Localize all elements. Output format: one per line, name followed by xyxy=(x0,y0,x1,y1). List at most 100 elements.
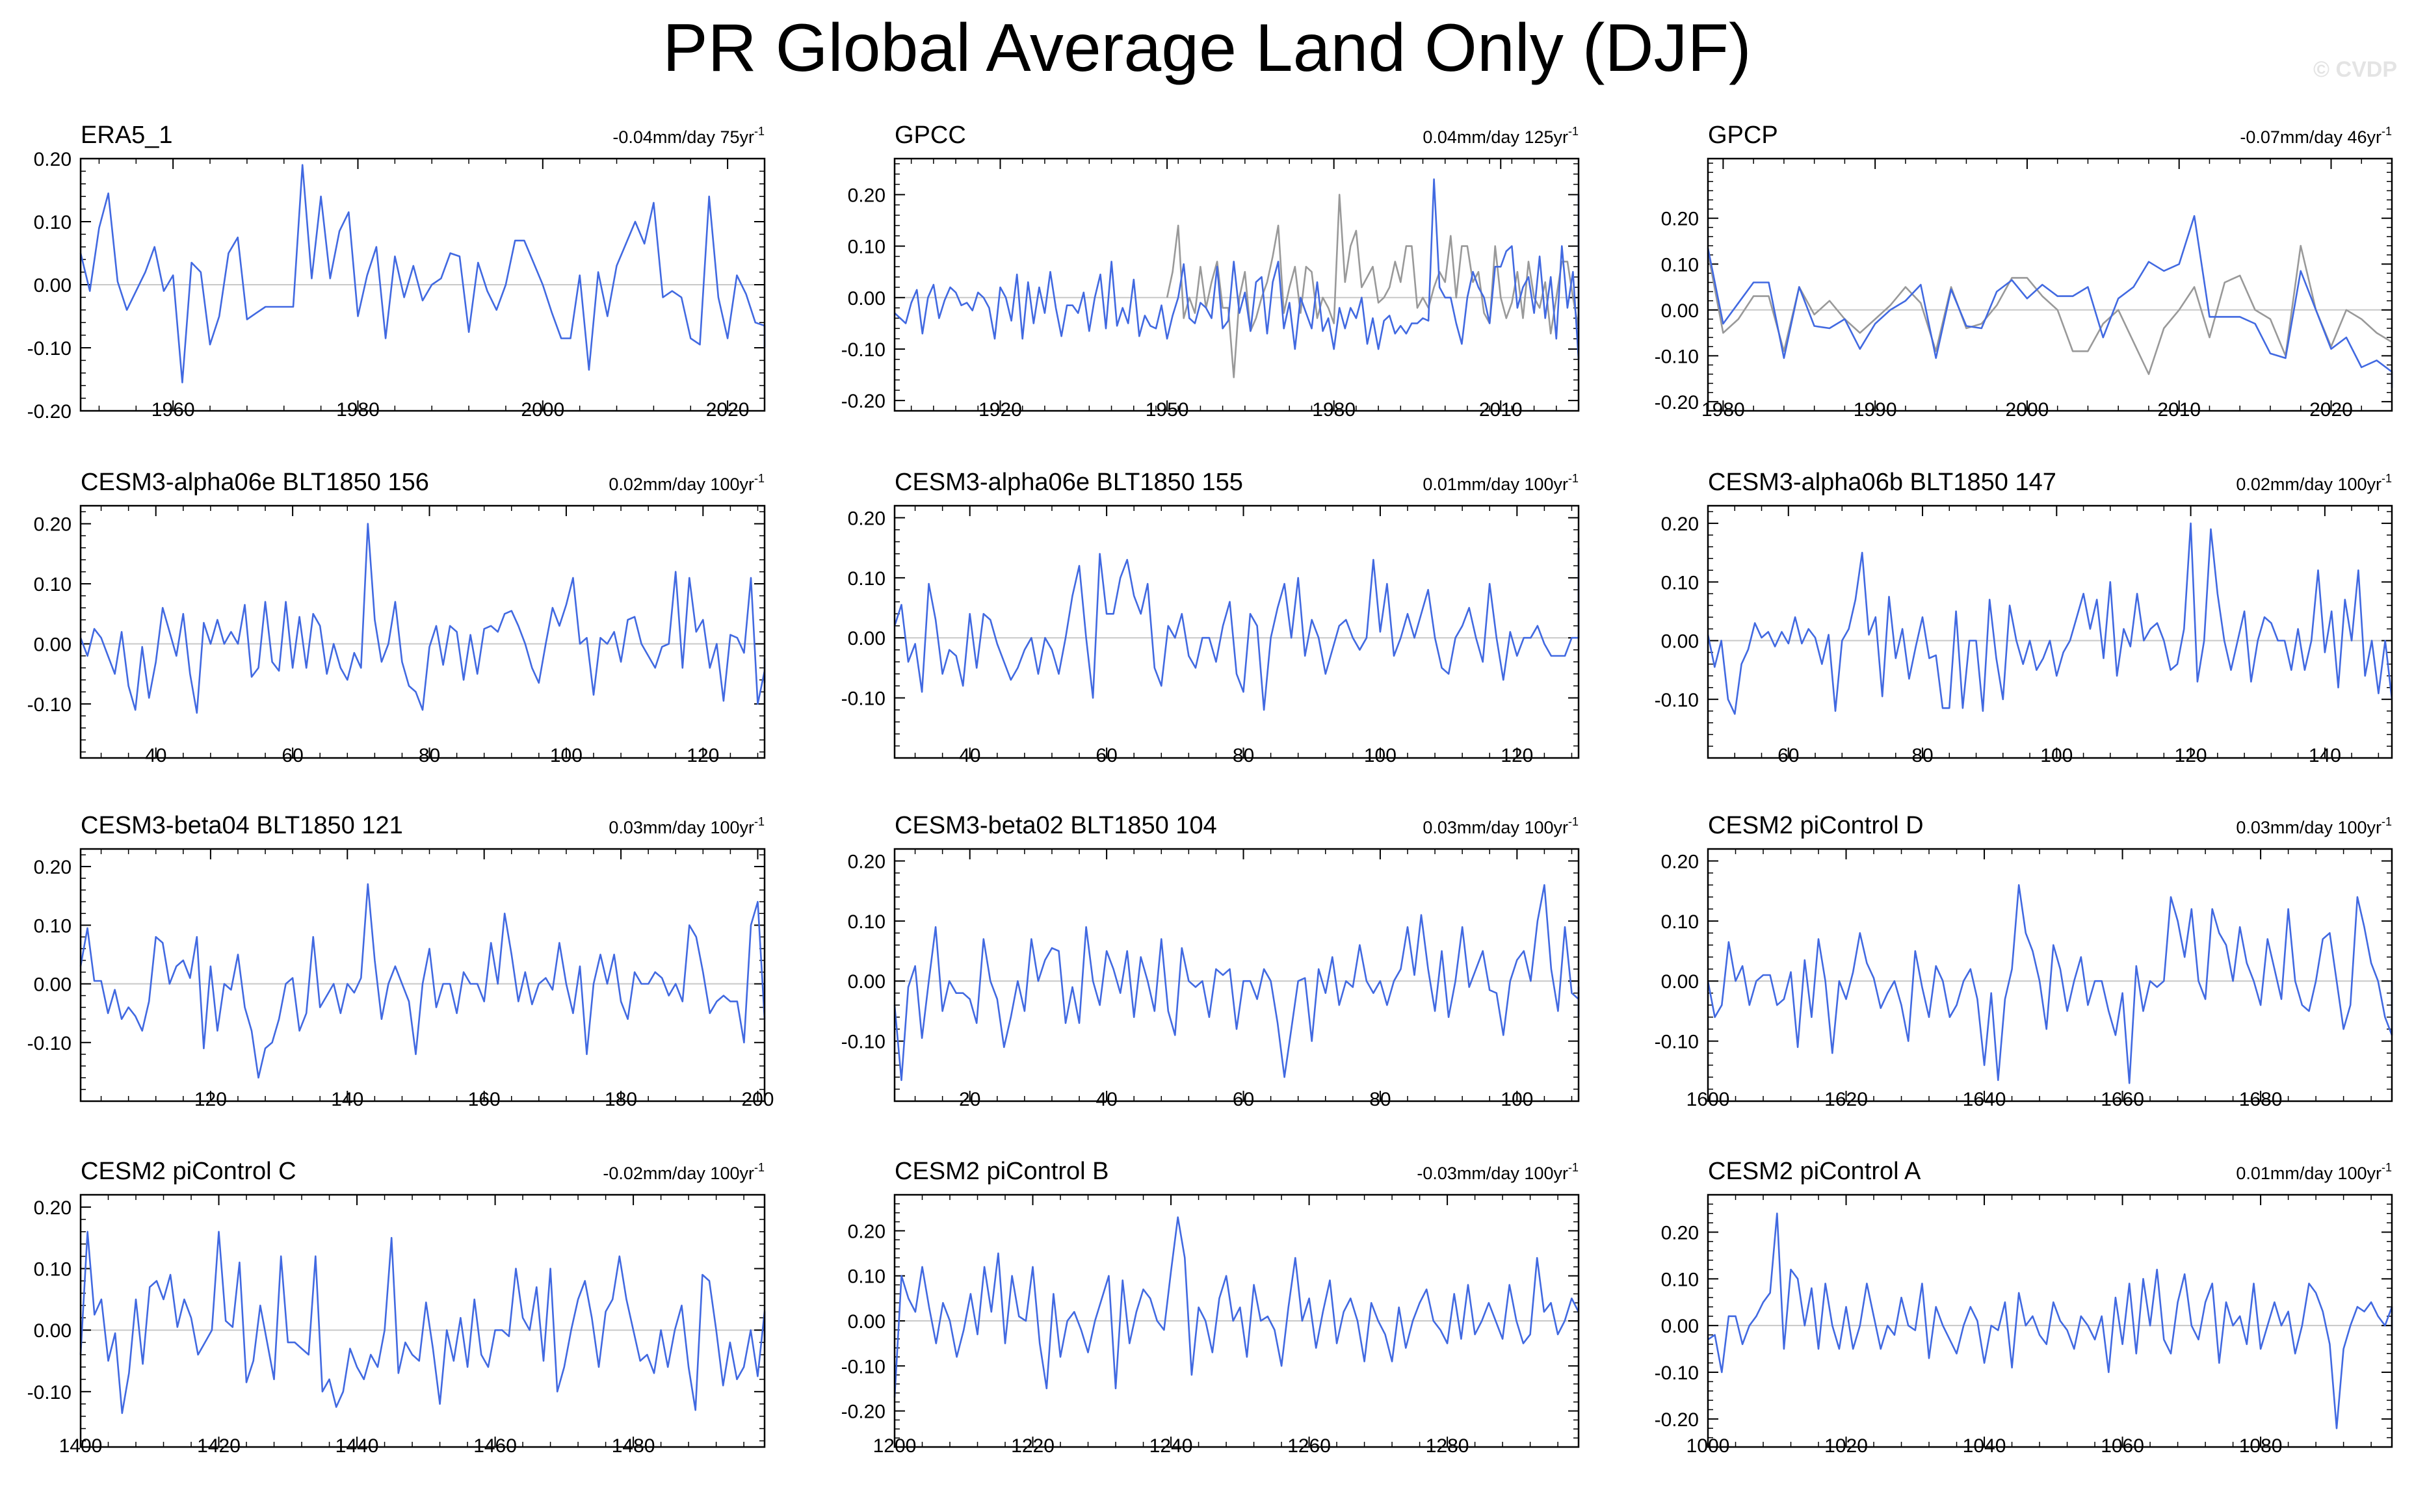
trend-value: -0.07mm/day 46yr xyxy=(2240,127,2381,147)
panel-4: CESM3-alpha06e BLT1850 156 0.02mm/day 100… xyxy=(27,469,766,766)
x-tick-label: 1480 xyxy=(612,1435,655,1457)
panel-frame xyxy=(79,157,766,412)
panel-6: CESM3-alpha06b BLT1850 147 0.02mm/day 100… xyxy=(1655,469,2393,766)
trend-value: 0.04mm/day 125yr xyxy=(1423,127,1568,147)
x-tick-label: 1920 xyxy=(978,399,1022,421)
x-tick-label: 180 xyxy=(605,1089,637,1110)
x-tick-label: 60 xyxy=(1778,745,1799,766)
x-tick-label: 60 xyxy=(282,745,303,766)
trend-exponent: -1 xyxy=(1568,125,1579,138)
trend-exponent: -1 xyxy=(754,472,765,485)
panel-frame xyxy=(1707,157,2393,412)
y-tick-label: 0.10 xyxy=(34,1259,72,1281)
trend-exponent: -1 xyxy=(754,1161,765,1174)
y-tick-label: -0.20 xyxy=(1655,1409,1699,1431)
x-tick-label: 2000 xyxy=(521,399,564,421)
y-tick-label: 0.10 xyxy=(34,212,72,233)
x-tick-label: 2010 xyxy=(2157,399,2201,421)
trend-label: -0.03mm/day 100yr-1 xyxy=(1417,1161,1579,1183)
panel-title: CESM3-alpha06e BLT1850 155 xyxy=(895,469,1243,496)
y-tick-label: -0.10 xyxy=(841,1356,886,1377)
y-tick-label: -0.20 xyxy=(841,391,886,412)
x-tick-label: 1020 xyxy=(1824,1435,1868,1457)
panel-frame xyxy=(893,504,1580,759)
y-tick-label: 0.20 xyxy=(848,508,886,529)
y-tick-label: -0.10 xyxy=(841,1032,886,1053)
panel-title: CESM2 piControl A xyxy=(1708,1158,1921,1185)
x-tick-label: 120 xyxy=(687,745,719,766)
y-tick-label: 0.20 xyxy=(34,857,72,878)
trend-value: 0.03mm/day 100yr xyxy=(609,818,754,837)
x-tick-label: 1260 xyxy=(1287,1435,1331,1457)
trend-label: 0.03mm/day 100yr-1 xyxy=(609,815,765,837)
y-tick-label: 0.10 xyxy=(34,574,72,595)
trend-label: -0.04mm/day 75yr-1 xyxy=(612,125,765,147)
panel-title: CESM3-beta04 BLT1850 121 xyxy=(81,812,403,839)
y-tick-label: 0.10 xyxy=(848,911,886,933)
y-tick-label: 0.10 xyxy=(1661,572,1699,593)
x-tick-label: 1960 xyxy=(151,399,195,421)
y-tick-label: -0.10 xyxy=(1655,1362,1699,1384)
y-tick-label: 0.20 xyxy=(34,149,72,170)
series-line-primary xyxy=(1707,1212,2393,1429)
panel-frame xyxy=(1707,848,2393,1102)
y-tick-label: 0.20 xyxy=(1661,209,1699,230)
series-line-primary xyxy=(79,1231,766,1414)
x-tick-label: 1220 xyxy=(1011,1435,1055,1457)
x-tick-label: 1980 xyxy=(1312,399,1356,421)
trend-label: 0.03mm/day 100yr-1 xyxy=(2236,815,2392,837)
panel-title: GPCP xyxy=(1708,122,1778,149)
panel-frame xyxy=(1707,504,2393,759)
trend-exponent: -1 xyxy=(2381,472,2392,485)
x-tick-label: 100 xyxy=(2040,745,2073,766)
panel-2: GPCC 0.04mm/day 125yr-1 -0.20 -0.10 0.00 0.10… xyxy=(841,122,1580,421)
x-tick-label: 1990 xyxy=(1854,399,1897,421)
series-line-secondary xyxy=(1166,194,1580,378)
x-tick-label: 1440 xyxy=(335,1435,379,1457)
y-tick-label: 0.00 xyxy=(848,288,886,309)
trend-value: 0.02mm/day 100yr xyxy=(609,475,754,494)
panel-3: GPCP -0.07mm/day 46yr-1 -0.20 -0.10 0.00 0.10… xyxy=(1655,122,2393,421)
trend-exponent: -1 xyxy=(2381,815,2392,828)
trend-label: 0.02mm/day 100yr-1 xyxy=(609,472,765,494)
panel-11: CESM2 piControl B -0.03mm/day 100yr-1 -0.2… xyxy=(841,1158,1580,1457)
trend-label: 0.01mm/day 100yr-1 xyxy=(1423,472,1579,494)
x-tick-label: 1080 xyxy=(2239,1435,2283,1457)
series-line-primary xyxy=(893,547,1580,711)
panel-9: CESM2 piControl D 0.03mm/day 100yr-1 -0.10… xyxy=(1655,812,2393,1110)
panel-7: CESM3-beta04 BLT1850 121 0.03mm/day 100yr… xyxy=(27,812,774,1110)
x-tick-label: 1240 xyxy=(1149,1435,1193,1457)
x-tick-label: 40 xyxy=(959,745,980,766)
y-tick-label: 0.00 xyxy=(848,1311,886,1333)
x-tick-label: 1680 xyxy=(2239,1089,2283,1110)
x-tick-label: 120 xyxy=(2175,745,2207,766)
x-tick-label: 80 xyxy=(419,745,440,766)
x-tick-label: 60 xyxy=(1233,1089,1254,1110)
panel-frame xyxy=(893,1193,1580,1448)
trend-value: 0.01mm/day 100yr xyxy=(2236,1164,2381,1183)
trend-value: 0.03mm/day 100yr xyxy=(1423,818,1568,837)
y-tick-label: -0.10 xyxy=(841,339,886,361)
x-tick-label: 1060 xyxy=(2101,1435,2144,1457)
y-tick-label: 0.00 xyxy=(1661,300,1699,322)
trend-exponent: -1 xyxy=(1568,1161,1579,1174)
x-tick-label: 80 xyxy=(1911,745,1933,766)
trend-value: -0.04mm/day 75yr xyxy=(612,127,754,147)
series-line-primary xyxy=(79,883,766,1079)
x-tick-label: 1040 xyxy=(1963,1435,2006,1457)
x-tick-label: 1660 xyxy=(2101,1089,2144,1110)
y-tick-label: 0.20 xyxy=(848,851,886,872)
y-tick-label: -0.20 xyxy=(1655,392,1699,413)
x-tick-label: 40 xyxy=(1095,1089,1117,1110)
y-tick-label: 0.00 xyxy=(1661,971,1699,993)
trend-value: -0.02mm/day 100yr xyxy=(603,1164,754,1183)
panel-12: CESM2 piControl A 0.01mm/day 100yr-1 -0.20… xyxy=(1655,1158,2393,1457)
trend-exponent: -1 xyxy=(754,125,765,138)
y-tick-label: -0.20 xyxy=(841,1401,886,1423)
y-tick-label: -0.10 xyxy=(27,1382,72,1403)
x-tick-label: 60 xyxy=(1095,745,1117,766)
panel-8: CESM3-beta02 BLT1850 104 0.03mm/day 100yr… xyxy=(841,812,1580,1110)
series-line-primary xyxy=(893,884,1580,1081)
y-tick-label: 0.00 xyxy=(34,634,72,655)
